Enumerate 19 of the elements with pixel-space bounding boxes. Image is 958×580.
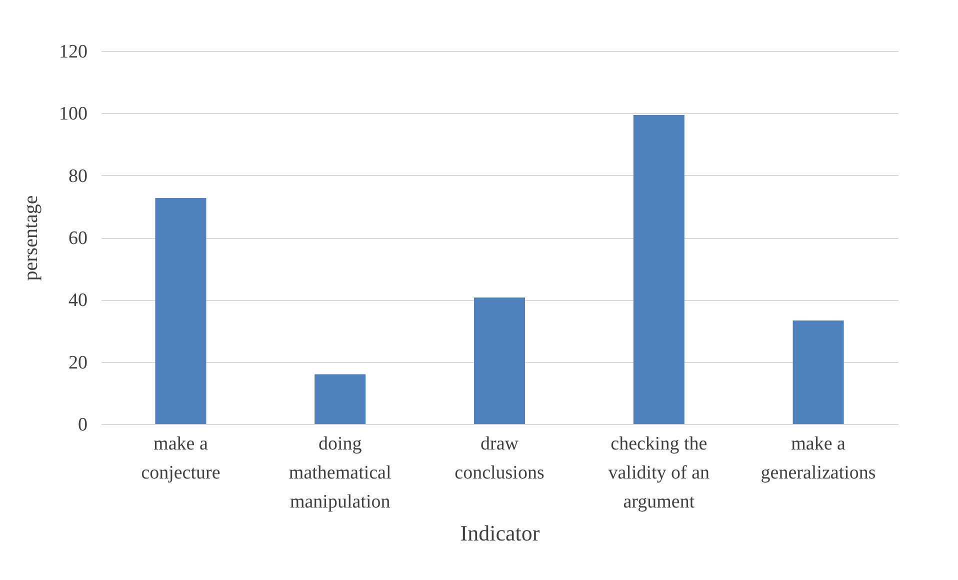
x-tick-label: checking the validity of an argument bbox=[608, 434, 710, 512]
y-tick-label: 40 bbox=[68, 290, 88, 312]
y-tick-label: 0 bbox=[78, 414, 88, 436]
x-axis-title: Indicator bbox=[460, 520, 540, 546]
y-tick-label: 60 bbox=[68, 228, 88, 249]
y-axis-title: persentage bbox=[20, 195, 42, 281]
bar bbox=[792, 320, 844, 424]
x-tick-label: make a generalizations bbox=[760, 434, 876, 484]
x-tick-label: doing mathematical manipulation bbox=[288, 434, 392, 512]
x-tick-label: make a conjecture bbox=[141, 434, 220, 484]
bar bbox=[633, 115, 684, 424]
y-tick-label: 20 bbox=[68, 352, 88, 374]
bar bbox=[474, 297, 526, 424]
bar bbox=[314, 374, 366, 424]
y-tick-label: 120 bbox=[59, 42, 88, 62]
y-tick-label: 100 bbox=[59, 104, 88, 125]
bar bbox=[155, 198, 206, 424]
x-tick-label: draw conclusions bbox=[454, 434, 544, 484]
y-tick-label: 80 bbox=[68, 166, 88, 187]
